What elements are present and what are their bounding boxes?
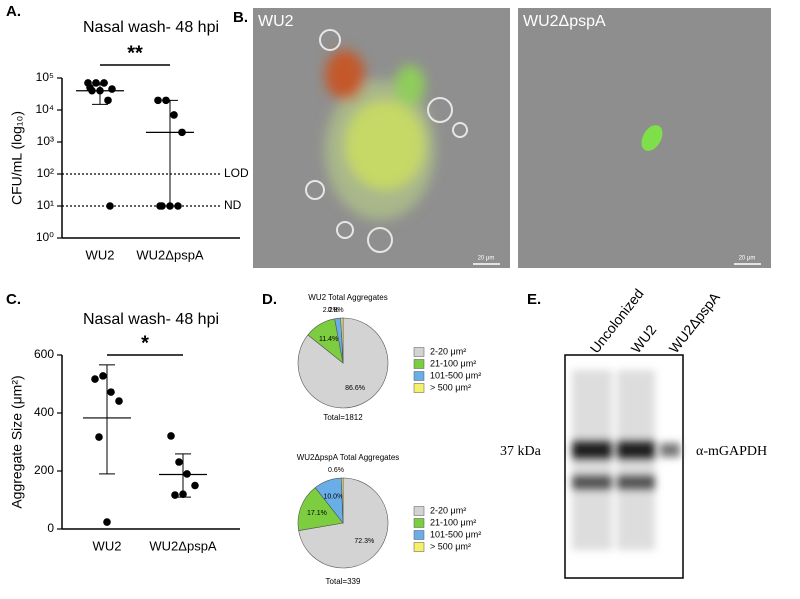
reference-label: ND (224, 198, 242, 212)
legend-label: 21-100 μm² (430, 517, 476, 527)
legend-swatch (413, 371, 425, 381)
data-point (167, 432, 175, 440)
data-point (156, 202, 164, 210)
slice-label: 2.2% (323, 307, 339, 314)
legend-label: 101-500 μm² (430, 370, 481, 380)
y-tick-label: 10² (37, 166, 54, 180)
data-point (96, 86, 104, 95)
chart-title: Nasal wash- 48 hpi (83, 19, 219, 36)
panel-letter: D. (262, 291, 277, 308)
aggregate (325, 50, 435, 220)
scale-bar-label: 20 μm (739, 256, 756, 262)
data-point (179, 490, 187, 499)
lane-label: WU2ΔpspA (666, 289, 724, 356)
pie-slice (340, 317, 344, 364)
aggregate (641, 125, 663, 151)
data-point (107, 388, 115, 396)
slice-label: 0.6% (328, 467, 344, 474)
significance: * (141, 332, 149, 354)
data-point (175, 458, 183, 466)
panel-letter: B. (233, 9, 248, 26)
legend-swatch (413, 542, 425, 552)
y-tick-label: 10⁰ (36, 230, 54, 244)
y-tick-label: 10⁴ (35, 102, 54, 116)
legend-swatch (413, 506, 425, 516)
image-label: WU2ΔpspA (523, 13, 606, 30)
data-point (108, 85, 116, 93)
legend-swatch (413, 359, 425, 369)
x-tick-label: WU2ΔpspA (136, 247, 204, 262)
y-tick-label: 600 (34, 347, 54, 361)
slice-label: 86.6% (345, 385, 365, 392)
data-point (106, 202, 114, 210)
legend-label: > 500 μm² (430, 541, 471, 551)
legend-swatch (413, 383, 425, 393)
data-point (183, 470, 191, 478)
y-tick-label: 10³ (37, 134, 54, 148)
pie-title: WU2 Total Aggregates (308, 293, 387, 302)
x-tick-label: WU2ΔpspA (149, 538, 217, 553)
y-tick-label: 10⁵ (36, 70, 54, 84)
reference-label: LOD (224, 166, 249, 180)
legend-swatch (413, 518, 425, 528)
lane-label: WU2 (628, 322, 660, 357)
legend-label: 101-500 μm² (430, 529, 481, 539)
y-tick-label: 10¹ (37, 198, 54, 212)
data-point (92, 79, 100, 87)
pie-title: WU2ΔpspA Total Aggregates (297, 453, 400, 462)
data-point (100, 79, 108, 87)
data-point (99, 372, 107, 380)
data-point (104, 96, 112, 105)
slice-label: 17.1% (307, 510, 327, 517)
data-point (178, 128, 186, 137)
x-tick-label: WU2 (93, 538, 122, 553)
data-point (95, 433, 103, 441)
significance: ** (127, 42, 143, 64)
legend-swatch (413, 347, 425, 357)
legend-label: 2-20 μm² (430, 505, 466, 515)
y-tick-label: 200 (34, 463, 54, 477)
data-point (103, 518, 111, 526)
pie-slice (340, 477, 344, 524)
legend-label: > 500 μm² (430, 382, 471, 392)
slice-label: 11.4% (319, 336, 338, 343)
scale-bar-label: 20 μm (478, 256, 495, 262)
marker-label: 37 kDa (500, 444, 542, 459)
data-point (86, 83, 94, 92)
data-point (115, 397, 123, 405)
panel-letter: A. (6, 3, 21, 20)
pie-total: Total=1812 (323, 413, 363, 422)
y-tick-label: 400 (34, 405, 54, 419)
pie-slice (297, 487, 344, 531)
x-tick-label: WU2 (86, 247, 115, 262)
slice-label: 0.8% (328, 307, 344, 314)
cells (305, 29, 468, 253)
y-tick-label: 0 (47, 521, 54, 535)
target-label: α-mGAPDH (696, 444, 767, 459)
data-point (91, 375, 99, 383)
data-point (154, 96, 162, 105)
blot-bands (572, 370, 680, 550)
y-axis-title: Aggregate Size (μm²) (9, 375, 25, 508)
slice-label: 10.0% (323, 494, 343, 501)
legend-label: 2-20 μm² (430, 346, 466, 356)
data-point (174, 202, 182, 210)
legend-swatch (413, 530, 425, 540)
data-point (171, 491, 179, 499)
data-point (162, 96, 170, 105)
data-point (166, 202, 174, 210)
legend-label: 21-100 μm² (430, 358, 476, 368)
panel-letter: E. (527, 291, 541, 308)
pie-total: Total=339 (326, 577, 361, 586)
chart-title: Nasal wash- 48 hpi (83, 311, 219, 328)
slice-label: 72.3% (354, 538, 374, 545)
data-point (191, 481, 199, 490)
data-point (170, 111, 178, 119)
panel-letter: C. (6, 291, 21, 308)
image-label: WU2 (258, 13, 294, 30)
y-axis-title: CFU/mL (log₁₀) (9, 111, 25, 205)
